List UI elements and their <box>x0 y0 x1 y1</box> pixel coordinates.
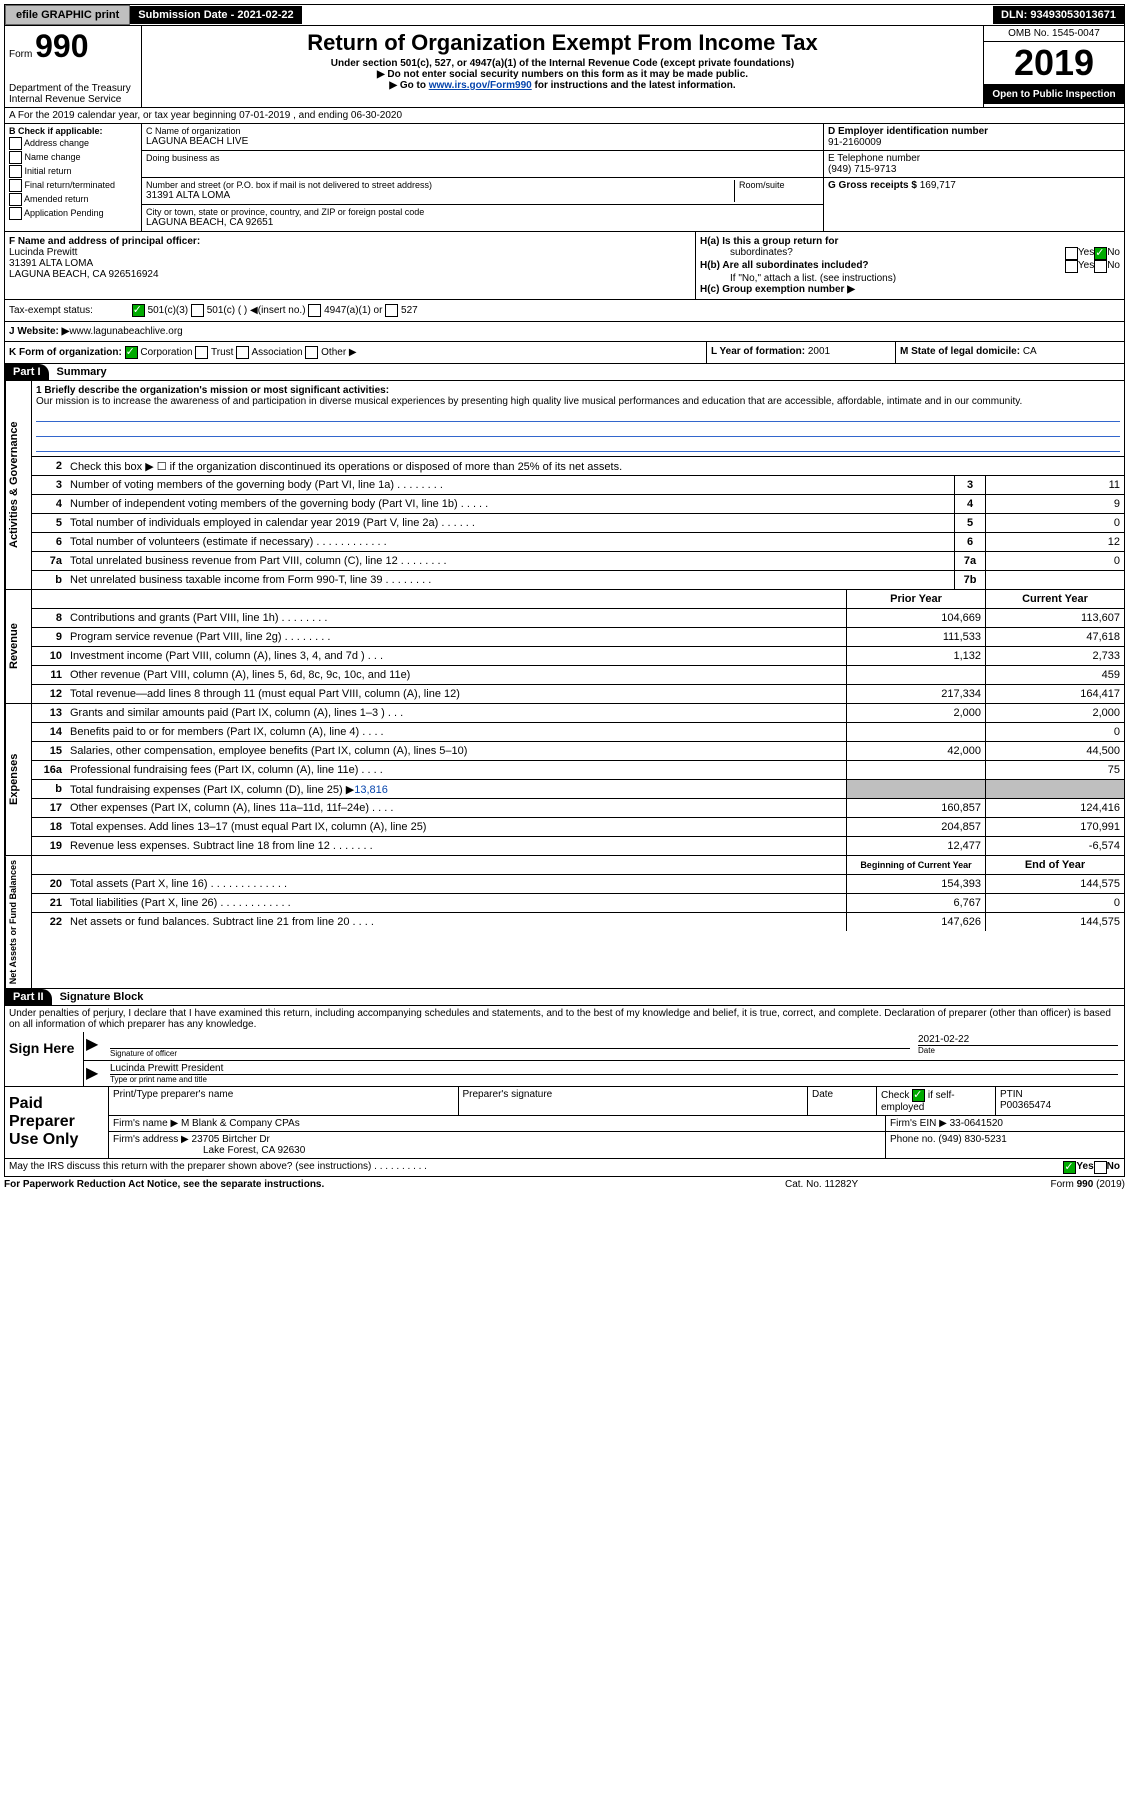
org-name: LAGUNA BEACH LIVE <box>146 136 819 147</box>
name-change-checkbox[interactable] <box>9 151 22 164</box>
group-return-no[interactable] <box>1094 247 1107 260</box>
ptin: P00365474 <box>1000 1100 1051 1111</box>
mission-text: Our mission is to increase the awareness… <box>36 396 1022 407</box>
expenses-section: Expenses 13Grants and similar amounts pa… <box>4 704 1125 856</box>
dln: DLN: 93493053013671 <box>993 6 1124 24</box>
website-url: www.lagunabeachlive.org <box>69 326 182 337</box>
initial-return-checkbox[interactable] <box>9 165 22 178</box>
irs-link[interactable]: www.irs.gov/Form990 <box>429 80 532 91</box>
self-employed-checkbox[interactable] <box>912 1089 925 1102</box>
org-info: C Name of organization LAGUNA BEACH LIVE… <box>142 124 823 231</box>
tax-exempt-status: Tax-exempt status: 501(c)(3) 501(c) ( ) … <box>4 300 1125 322</box>
submission-date: Submission Date - 2021-02-22 <box>130 6 301 24</box>
form-title: Return of Organization Exempt From Incom… <box>146 30 979 56</box>
paid-preparer: Paid Preparer Use Only Print/Type prepar… <box>4 1087 1125 1159</box>
firm-name: M Blank & Company CPAs <box>181 1118 300 1129</box>
part1-header: Part I Summary <box>4 364 1125 381</box>
part2-header: Part II Signature Block <box>4 989 1125 1006</box>
ein: 91-2160009 <box>828 137 1120 148</box>
org-city: LAGUNA BEACH, CA 92651 <box>146 217 819 228</box>
discuss-row: May the IRS discuss this return with the… <box>4 1159 1125 1177</box>
tax-year-period: A For the 2019 calendar year, or tax yea… <box>4 108 1125 124</box>
header-right: OMB No. 1545-0047 2019 Open to Public In… <box>983 26 1124 107</box>
telephone: (949) 715-9713 <box>828 164 1120 175</box>
gross-receipts: 169,717 <box>920 180 956 191</box>
header-left: Form 990 Department of the Treasury Inte… <box>5 26 142 107</box>
address-change-checkbox[interactable] <box>9 137 22 150</box>
form-number: 990 <box>35 28 88 64</box>
amended-return-checkbox[interactable] <box>9 193 22 206</box>
firm-phone: (949) 830-5231 <box>938 1134 1006 1145</box>
col-de: D Employer identification number 91-2160… <box>823 124 1124 231</box>
sig-date: 2021-02-22 <box>918 1034 1118 1045</box>
activities-governance: Activities & Governance 1 Briefly descri… <box>4 381 1125 590</box>
corporation-checkbox[interactable] <box>125 346 138 359</box>
klm-row: K Form of organization: Corporation Trus… <box>4 342 1125 364</box>
firm-ein: 33-0641520 <box>950 1118 1003 1129</box>
topbar: efile GRAPHIC print Submission Date - 20… <box>4 4 1125 26</box>
revenue-section: Revenue Prior YearCurrent Year 8Contribu… <box>4 590 1125 704</box>
group-return: H(a) Is this a group return for subordin… <box>696 232 1124 299</box>
principal-officer: F Name and address of principal officer:… <box>5 232 696 299</box>
tax-year: 2019 <box>984 42 1124 85</box>
org-address: 31391 ALTA LOMA <box>146 190 734 201</box>
public-inspection: Open to Public Inspection <box>984 85 1124 104</box>
discuss-yes-checkbox[interactable] <box>1063 1161 1076 1174</box>
main-info: B Check if applicable: Address change Na… <box>4 124 1125 232</box>
signature-block: Under penalties of perjury, I declare th… <box>4 1006 1125 1087</box>
application-pending-checkbox[interactable] <box>9 207 22 220</box>
discuss-no-checkbox[interactable] <box>1094 1161 1107 1174</box>
net-assets-section: Net Assets or Fund Balances Beginning of… <box>4 856 1125 989</box>
row-fh: F Name and address of principal officer:… <box>4 232 1125 300</box>
form-header: Form 990 Department of the Treasury Inte… <box>4 26 1125 108</box>
final-return-checkbox[interactable] <box>9 179 22 192</box>
page-footer: For Paperwork Reduction Act Notice, see … <box>4 1177 1125 1192</box>
year-formation: 2001 <box>808 346 830 357</box>
dept-treasury: Department of the Treasury Internal Reve… <box>9 83 137 105</box>
501c3-checkbox[interactable] <box>132 304 145 317</box>
omb-number: OMB No. 1545-0047 <box>984 26 1124 42</box>
efile-print-button[interactable]: efile GRAPHIC print <box>5 5 130 25</box>
officer-name: Lucinda Prewitt President <box>110 1063 1118 1074</box>
state-domicile: CA <box>1023 346 1037 357</box>
website-row: J Website: ▶ www.lagunabeachlive.org <box>4 322 1125 342</box>
header-center: Return of Organization Exempt From Incom… <box>142 26 983 107</box>
check-applicable: B Check if applicable: Address change Na… <box>5 124 142 231</box>
